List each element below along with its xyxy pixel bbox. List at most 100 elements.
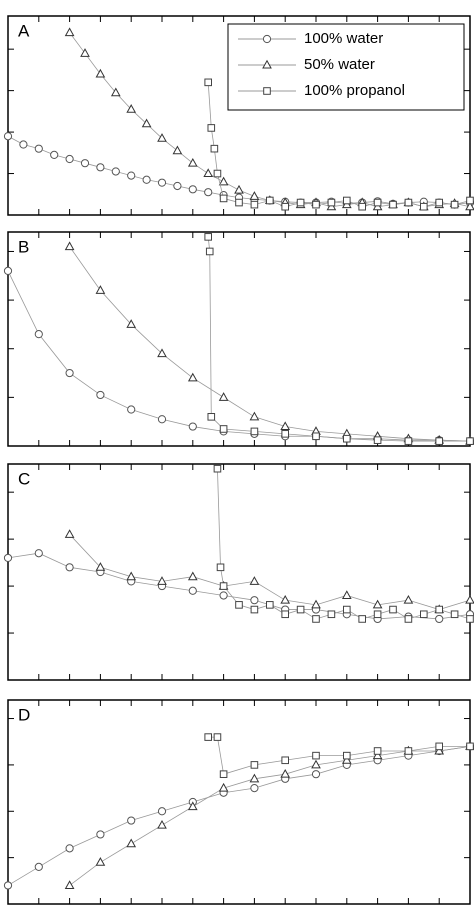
triangle-marker	[95, 562, 106, 571]
triangle-marker	[249, 411, 260, 421]
series-line	[207, 236, 470, 442]
square-marker	[250, 200, 259, 209]
series-line	[7, 745, 471, 886]
square-marker	[312, 751, 320, 760]
series-line	[69, 246, 471, 442]
square-marker	[312, 615, 320, 623]
triangle-marker	[187, 801, 198, 811]
square-marker	[250, 605, 259, 614]
triangle-marker	[95, 68, 106, 78]
triangle-marker	[249, 191, 260, 200]
triangle-marker	[341, 755, 352, 764]
circle-marker	[188, 185, 197, 194]
circle-marker	[3, 881, 13, 890]
panel-label: B	[18, 237, 29, 256]
square-marker	[210, 144, 219, 153]
triangle-marker	[249, 773, 260, 783]
triangle-marker	[341, 590, 352, 599]
square-marker	[466, 196, 474, 205]
triangle-marker	[126, 838, 137, 848]
square-marker	[358, 615, 366, 623]
square-marker	[435, 742, 443, 751]
circle-marker	[127, 405, 136, 414]
square-marker	[343, 434, 351, 443]
plot-frame	[7, 699, 471, 905]
triangle-marker	[172, 145, 183, 155]
circle-marker	[435, 614, 444, 624]
circle-marker	[3, 132, 13, 141]
circle-marker	[19, 140, 28, 149]
square-marker	[435, 605, 443, 614]
circle-marker	[34, 144, 43, 153]
square-marker	[213, 733, 222, 741]
circle-marker	[34, 549, 43, 558]
square-marker	[250, 761, 259, 769]
circle-marker	[142, 175, 151, 184]
triangle-marker	[465, 594, 474, 604]
triangle-marker	[280, 421, 291, 431]
panel-label: C	[18, 469, 30, 488]
plot-frame	[7, 463, 471, 681]
triangle-marker	[95, 857, 106, 866]
square-marker	[389, 200, 397, 209]
triangle-marker	[187, 157, 198, 167]
square-marker	[266, 601, 274, 609]
plot-frame	[7, 231, 471, 447]
triangle-marker	[157, 348, 167, 358]
square-marker	[343, 751, 351, 760]
triangle-marker	[311, 759, 321, 769]
square-marker	[327, 198, 336, 207]
square-marker	[404, 198, 413, 207]
triangle-marker	[372, 599, 383, 609]
circle-marker	[188, 422, 197, 431]
square-marker	[373, 198, 382, 207]
series-line	[69, 534, 471, 610]
circle-marker	[50, 150, 59, 159]
square-marker	[204, 733, 212, 741]
square-marker	[420, 202, 428, 211]
panel-label: A	[18, 21, 30, 40]
legend-label: 100% water	[304, 30, 383, 47]
square-marker	[235, 198, 243, 207]
square-marker	[389, 605, 397, 614]
triangle-marker	[218, 176, 229, 186]
circle-marker	[262, 34, 272, 44]
square-marker	[296, 605, 305, 614]
series-line	[208, 736, 470, 775]
square-marker	[435, 437, 443, 445]
circle-marker	[34, 862, 43, 872]
triangle-marker	[187, 372, 198, 382]
series-line	[7, 552, 471, 620]
square-marker	[281, 202, 289, 211]
circle-marker	[65, 563, 74, 572]
circle-marker	[219, 591, 228, 600]
square-marker	[205, 247, 214, 256]
square-marker	[235, 601, 243, 609]
circle-marker	[96, 163, 105, 172]
triangle-marker	[157, 133, 167, 142]
square-marker	[466, 615, 474, 623]
square-marker	[204, 233, 212, 241]
square-marker	[207, 413, 216, 421]
square-marker	[373, 436, 382, 444]
circle-marker	[311, 770, 321, 779]
square-marker	[404, 615, 413, 623]
circle-marker	[188, 586, 197, 595]
square-marker	[343, 605, 351, 614]
triangle-marker	[372, 750, 383, 760]
square-marker	[207, 124, 216, 132]
circle-marker	[65, 368, 74, 378]
circle-marker	[3, 266, 13, 276]
triangle-marker	[95, 285, 106, 294]
triangle-marker	[465, 201, 474, 211]
square-marker	[373, 747, 382, 755]
square-marker	[216, 563, 225, 572]
triangle-marker	[262, 59, 272, 69]
triangle-marker	[64, 27, 75, 37]
plot-frame	[7, 15, 471, 216]
square-marker	[373, 610, 382, 619]
square-marker	[296, 198, 305, 207]
triangle-marker	[249, 576, 260, 585]
circle-marker	[250, 783, 259, 793]
circle-marker	[157, 178, 167, 187]
